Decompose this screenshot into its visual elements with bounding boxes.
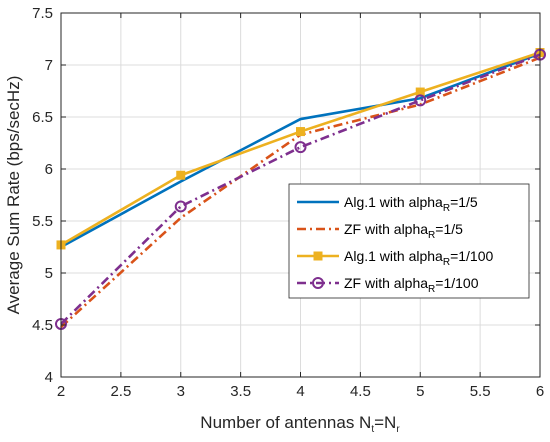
legend-marker [313, 251, 323, 261]
y-tick-label: 5 [45, 265, 53, 282]
legend-label: Alg.1 with alphaR=1/100 [344, 248, 494, 268]
x-tick-label: 5.5 [470, 383, 491, 400]
x-tick-label: 4 [296, 383, 304, 400]
ticks: 2 2.5 3 3.5 4 4.5 5 5.5 6 4 4.5 5 5.5 6 6.5 7 7.5 [32, 5, 544, 400]
data-point [296, 127, 305, 137]
x-tick-label: 4.5 [350, 383, 371, 400]
y-tick-label: 5.5 [32, 213, 53, 230]
x-tick-label: 3.5 [230, 383, 251, 400]
series-line [60, 52, 541, 249]
data-point [176, 170, 186, 180]
y-tick-label: 7.5 [32, 5, 53, 22]
y-axis-label: Average Sum Rate (bps/secHz) [4, 76, 23, 315]
y-tick-label: 6.5 [32, 109, 53, 126]
legend-item: ZF with alphaR=1/5 [297, 221, 463, 241]
data-point [294, 141, 307, 154]
legend-item: Alg.1 with alphaR=1/5 [297, 194, 478, 214]
x-tick-label: 3 [177, 383, 185, 400]
x-axis-label: Number of antennas Nt=Nr [200, 413, 400, 435]
x-tick-label: 2.5 [110, 383, 131, 400]
legend-marker [312, 277, 324, 289]
legend: Alg.1 with alphaR=1/5 ZF with alphaR=1/5 A… [288, 183, 530, 299]
data-point [414, 94, 427, 107]
x-tick-label: 2 [57, 383, 65, 400]
series-1 [60, 52, 541, 249]
x-tick-label: 6 [536, 383, 544, 400]
y-tick-label: 4 [45, 369, 53, 386]
y-tick-label: 4.5 [32, 317, 53, 334]
legend-label: ZF with alphaR=1/5 [344, 221, 463, 241]
legend-item: ZF with alphaR=1/100 [297, 275, 479, 295]
legend-label: ZF with alphaR=1/100 [344, 275, 479, 295]
legend-item: Alg.1 with alphaR=1/100 [297, 248, 494, 268]
x-tick-label: 5 [416, 383, 424, 400]
legend-label: Alg.1 with alphaR=1/5 [344, 194, 478, 214]
data-point [174, 200, 187, 213]
y-tick-label: 6 [45, 161, 53, 178]
y-tick-label: 7 [45, 57, 53, 74]
